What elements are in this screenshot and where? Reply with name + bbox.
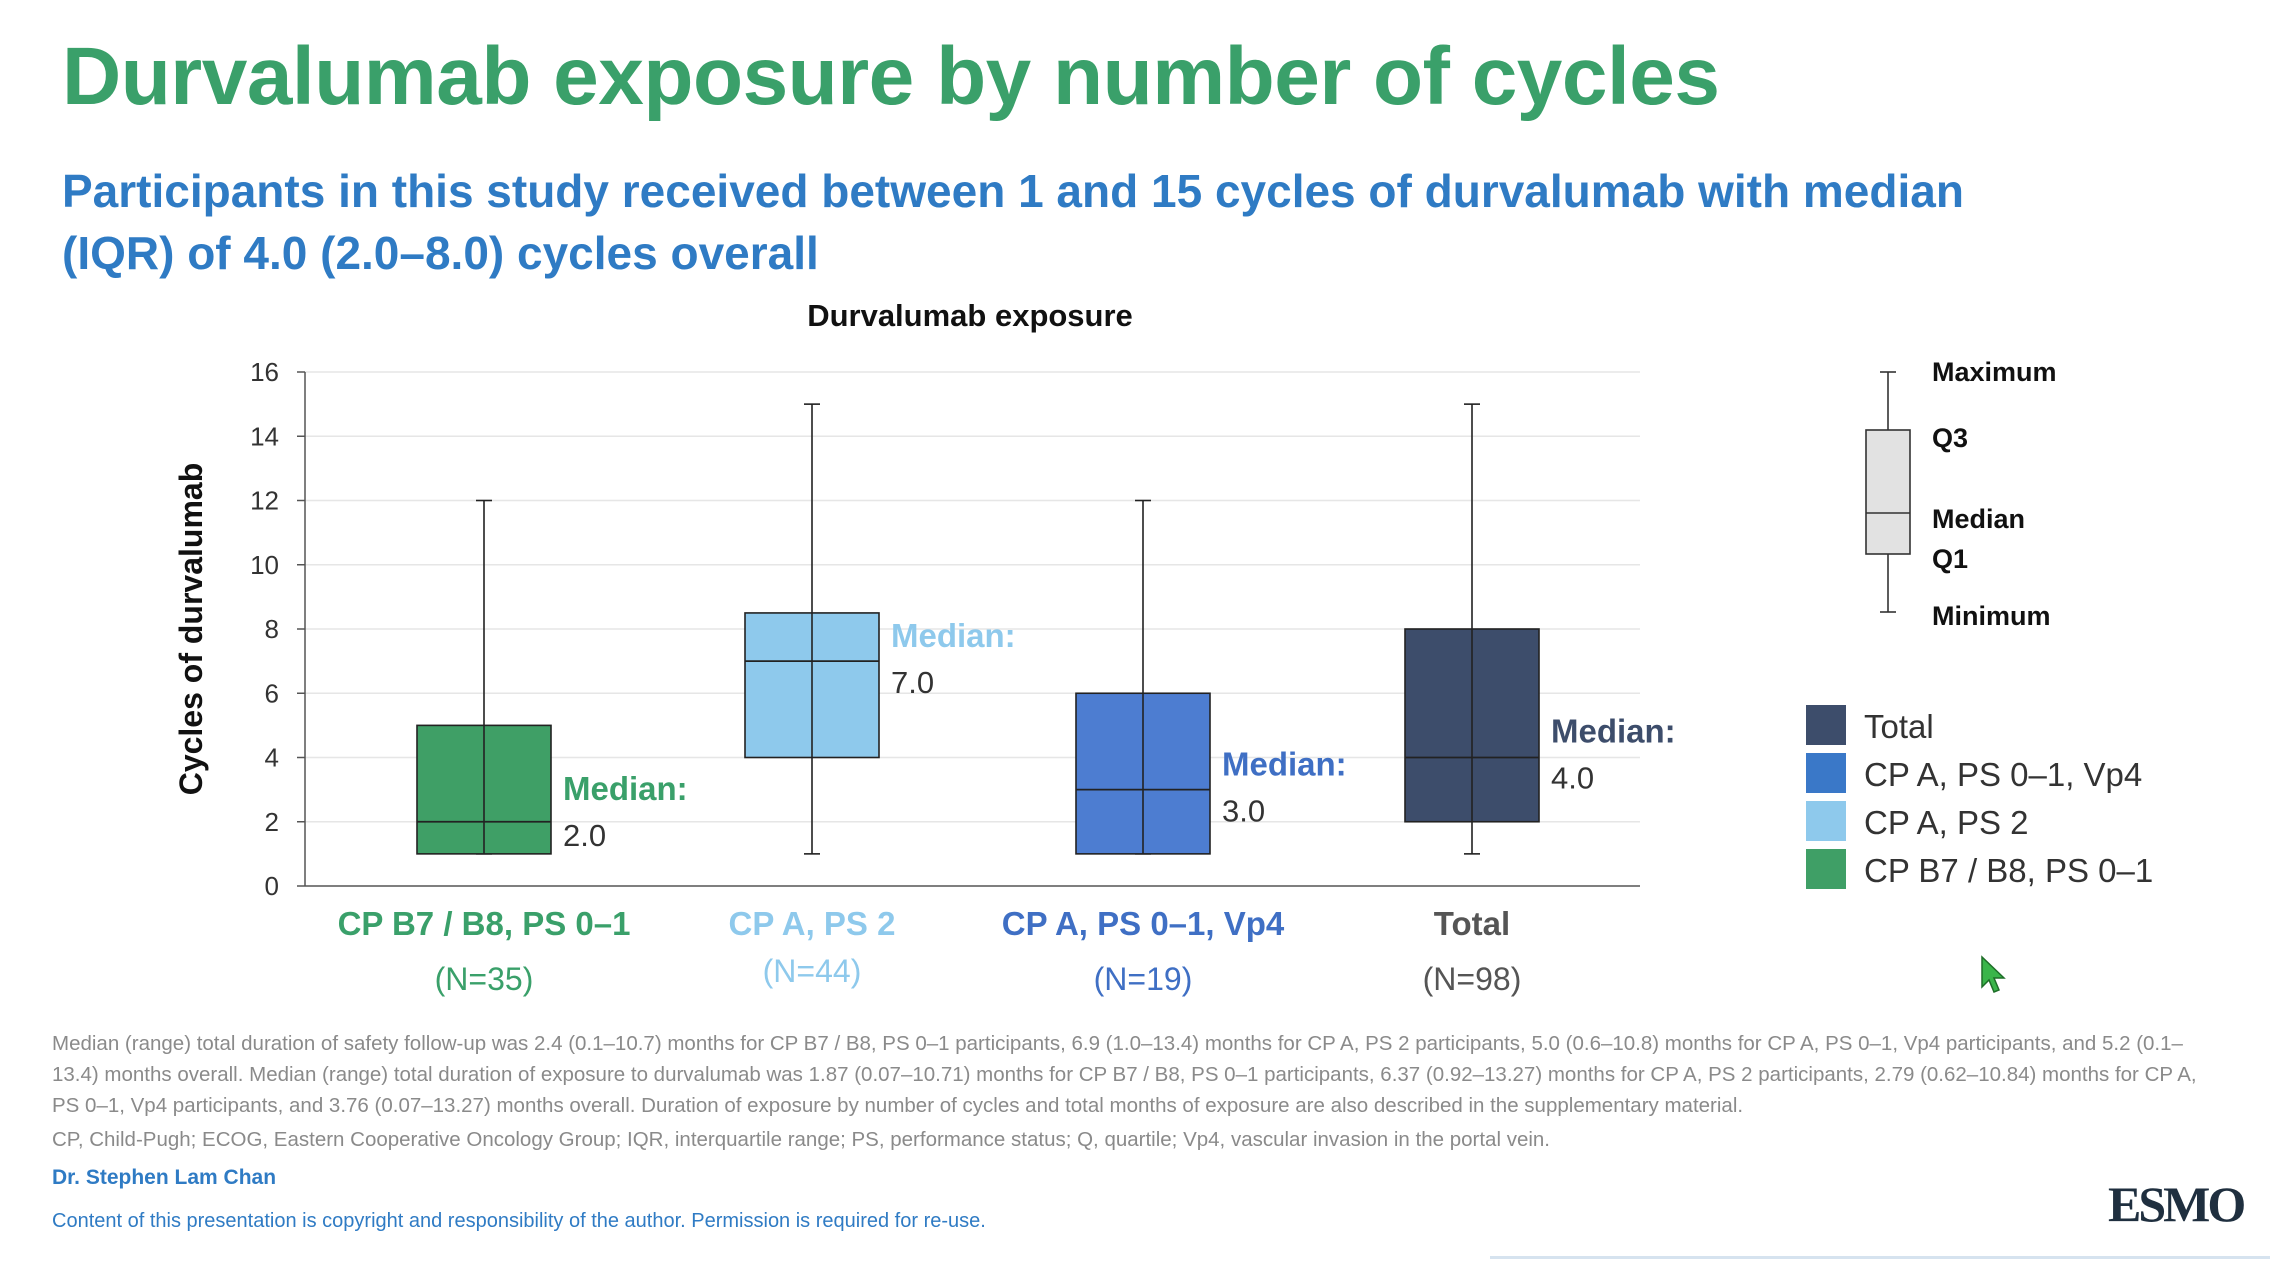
median-annotation-value: 4.0 <box>1551 761 1594 796</box>
abbreviations: CP, Child-Pugh; ECOG, Eastern Cooperativ… <box>52 1128 1551 1151</box>
x-category-n: (N=35) <box>435 961 534 997</box>
copyright-notice: Content of this presentation is copyrigh… <box>52 1210 986 1232</box>
median-annotation-label: Median: <box>891 617 1016 654</box>
x-category-n: (N=98) <box>1423 961 1522 997</box>
median-annotation-value: 3.0 <box>1222 794 1265 829</box>
y-tick-label: 0 <box>265 871 279 901</box>
x-category-n: (N=44) <box>763 953 862 989</box>
y-tick-label: 6 <box>265 678 279 708</box>
legend-swatch <box>1806 705 1846 745</box>
x-category-label: CP A, PS 2 <box>729 905 896 942</box>
legend-label: CP A, PS 0–1, Vp4 <box>1864 756 2142 793</box>
legend-swatch <box>1806 801 1846 841</box>
median-annotation-value: 7.0 <box>891 665 934 700</box>
legend-swatch <box>1806 753 1846 793</box>
key-label: Q1 <box>1932 544 1968 574</box>
y-tick-label: 12 <box>250 486 279 516</box>
presenter-name: Dr. Stephen Lam Chan <box>52 1166 277 1189</box>
key-label: Median <box>1932 504 2025 534</box>
x-category-label: Total <box>1434 905 1510 942</box>
y-tick-label: 10 <box>250 550 279 580</box>
y-tick-label: 14 <box>250 421 279 451</box>
y-axis-label: Cycles of durvalumab <box>173 463 209 796</box>
legend-label: CP A, PS 2 <box>1864 804 2028 841</box>
y-tick-label: 16 <box>250 357 279 387</box>
median-annotation-label: Median: <box>563 770 688 807</box>
y-tick-label: 2 <box>265 807 279 837</box>
esmo-logo: ESMO <box>2108 1176 2258 1232</box>
key-label: Maximum <box>1932 357 2057 387</box>
median-annotation-label: Median: <box>1551 713 1676 750</box>
box-plot-chart: Durvalumab exposure Cycles of durvalumab 0… <box>173 298 2153 997</box>
logo-wordmark: ESMO <box>2108 1176 2246 1232</box>
chart-title: Durvalumab exposure <box>807 298 1133 333</box>
x-category-label: CP A, PS 0–1, Vp4 <box>1002 905 1285 942</box>
legend-swatch <box>1806 849 1846 889</box>
legend-label: Total <box>1864 708 1934 745</box>
key-label: Q3 <box>1932 423 1968 453</box>
x-category-label: CP B7 / B8, PS 0–1 <box>338 905 631 942</box>
mouse-cursor-icon <box>1981 955 2006 993</box>
key-label: Minimum <box>1932 601 2051 631</box>
x-category-n: (N=19) <box>1094 961 1193 997</box>
bottom-progress-bar <box>1490 1256 2270 1259</box>
median-annotation-value: 2.0 <box>563 818 606 853</box>
slide-subtitle: Participants in this study received betw… <box>62 165 1964 279</box>
slide-title: Durvalumab exposure by number of cycles <box>62 31 1720 122</box>
footnote: Median (range) total duration of safety … <box>52 1032 2197 1117</box>
y-tick-label: 4 <box>265 743 279 773</box>
median-annotation-label: Median: <box>1222 746 1347 783</box>
y-tick-label: 8 <box>265 614 279 644</box>
key-box <box>1865 429 1911 555</box>
legend-label: CP B7 / B8, PS 0–1 <box>1864 852 2153 889</box>
